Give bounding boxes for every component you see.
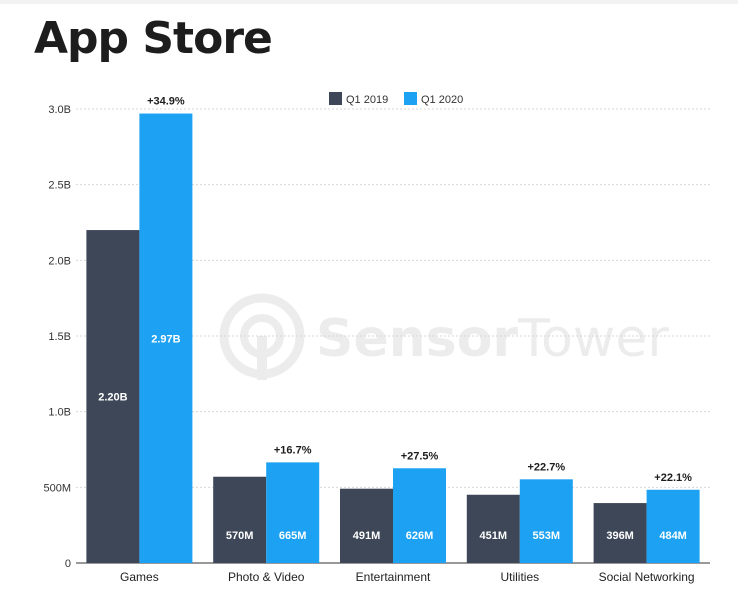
top-rule [0,0,738,4]
x-axis: Games Photo & Video Entertainment Utilities… [120,570,695,584]
bar-q1-2019 [86,230,140,564]
watermark-text: SensorTower [316,309,669,369]
growth-label: +34.9% [147,96,185,108]
x-tick-label: Social Networking [599,570,695,584]
y-tick-label: 1.5B [48,331,71,343]
growth-label: +22.7% [527,461,565,473]
bar-q1-2019 [340,488,393,563]
y-tick-label: 1.0B [48,407,71,419]
x-tick-label: Utilities [500,570,539,584]
watermark: SensorTower [219,293,669,380]
bar-value-label: 484M [659,530,687,542]
sensor-tower-logo-icon [219,293,305,380]
bar-q1-2019 [466,494,520,563]
bar-value-label: 451M [480,530,508,542]
y-tick-label: 3.0B [48,104,71,116]
data-labels: 2.20B 2.97B +34.9% 570M 665M +16.7% 491M 626M +2… [98,96,692,542]
growth-label: +27.5% [401,450,439,462]
bar-value-label: 2.20B [98,392,127,404]
bar-q1-2019 [213,476,267,563]
watermark-text-sensor: Sensor [316,309,518,369]
page-title: App Store [34,13,273,64]
x-tick-label: Entertainment [356,570,431,584]
growth-label: +16.7% [274,444,312,456]
bars [86,113,700,564]
legend-label: Q1 2019 [346,94,388,106]
bar-value-label: 570M [226,530,254,542]
bar-value-label: 626M [406,530,434,542]
y-tick-label: 2.5B [48,180,71,192]
bar-q1-2020 [646,489,700,563]
bar-q1-2019 [593,503,647,563]
x-tick-label: Games [120,570,159,584]
legend-swatch [404,92,417,105]
bar-value-label: 491M [353,530,381,542]
bar-q1-2020 [266,462,320,563]
y-tick-label: 0 [65,558,71,570]
bar-q1-2020 [139,113,193,563]
y-tick-label: 500M [43,482,71,494]
watermark-text-tower: Tower [517,309,669,369]
legend-swatch [329,92,342,105]
bar-value-label: 396M [606,530,634,542]
bar-value-label: 553M [533,530,561,542]
bar-q1-2020 [519,479,573,563]
bar-value-label: 665M [279,530,307,542]
bar-value-label: 2.97B [151,333,180,345]
y-axis: 0 500M 1.0B 1.5B 2.0B 2.5B 3.0B [43,104,71,570]
legend: Q1 2019 Q1 2020 [329,92,463,106]
x-tick-label: Photo & Video [228,570,305,584]
growth-label: +22.1% [654,472,692,484]
legend-label: Q1 2020 [421,94,463,106]
y-tick-label: 2.0B [48,255,71,267]
bar-q1-2020 [393,468,446,563]
